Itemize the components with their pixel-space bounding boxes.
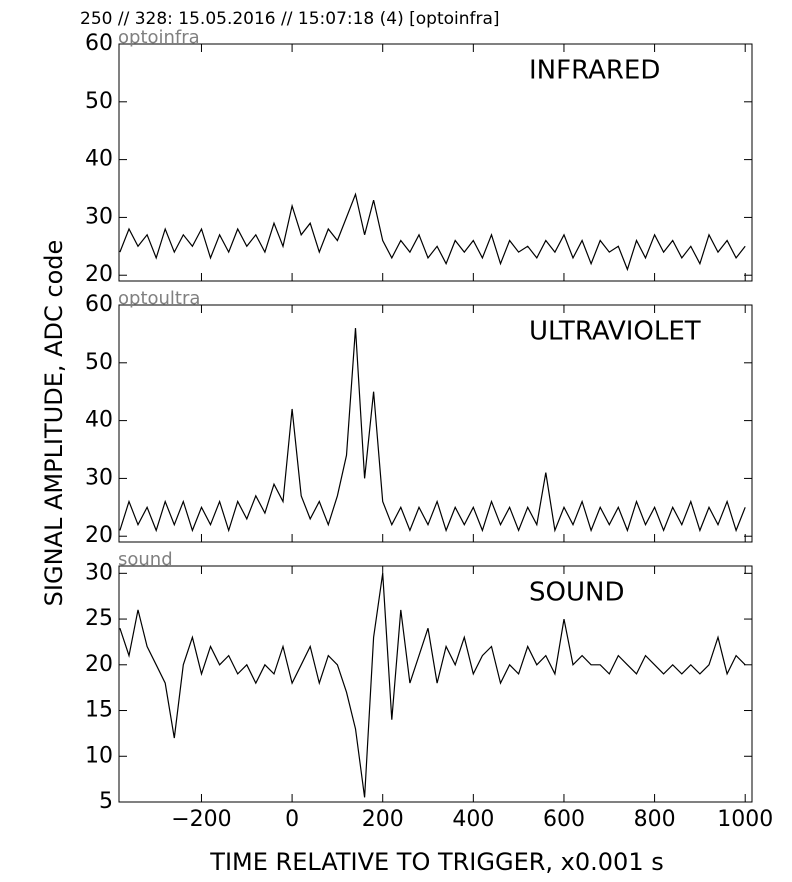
panel-title: SOUND — [529, 578, 624, 608]
panel-annotation: sound — [118, 549, 173, 570]
x-tick-label: 200 — [362, 807, 404, 832]
y-tick-label: 15 — [85, 698, 113, 723]
y-tick-label: 30 — [85, 465, 113, 490]
y-tick-label: 50 — [85, 89, 113, 114]
y-tick-label: 50 — [85, 350, 113, 375]
y-tick-label: 30 — [85, 560, 113, 585]
x-tick-label: −200 — [171, 807, 231, 832]
y-tick-label: 20 — [85, 523, 113, 548]
panel-title: INFRARED — [529, 56, 660, 86]
y-tick-label: 25 — [85, 606, 113, 631]
signal-line — [119, 573, 746, 798]
y-tick-label: 20 — [85, 262, 113, 287]
x-axis-label: TIME RELATIVE TO TRIGGER, x0.001 s — [209, 848, 663, 876]
y-tick-label: 5 — [99, 789, 113, 814]
plot-frame — [118, 43, 753, 282]
plot-frame — [118, 304, 753, 543]
panel-title: ULTRAVIOLET — [529, 317, 701, 347]
y-tick-label: 60 — [85, 31, 113, 56]
y-tick-label: 40 — [85, 147, 113, 172]
panel-annotation: optoultra — [118, 288, 200, 309]
x-tick-label: 1000 — [717, 807, 773, 832]
panel-annotation: optoinfra — [118, 27, 200, 48]
y-tick-label: 40 — [85, 408, 113, 433]
y-axis-label: SIGNAL AMPLITUDE, ADC code — [40, 240, 68, 607]
y-tick-label: 60 — [85, 292, 113, 317]
y-tick-label: 20 — [85, 652, 113, 677]
x-tick-label: 400 — [452, 807, 494, 832]
signal-line — [119, 192, 746, 272]
figure-title: 250 // 328: 15.05.2016 // 15:07:18 (4) [… — [80, 9, 500, 29]
y-tick-label: 30 — [85, 204, 113, 229]
y-tick-label: 10 — [85, 743, 113, 768]
x-tick-label: 0 — [285, 807, 299, 832]
x-tick-label: 800 — [634, 807, 676, 832]
x-tick-label: 600 — [543, 807, 585, 832]
plot-frame — [118, 565, 753, 803]
signal-line — [119, 328, 746, 533]
